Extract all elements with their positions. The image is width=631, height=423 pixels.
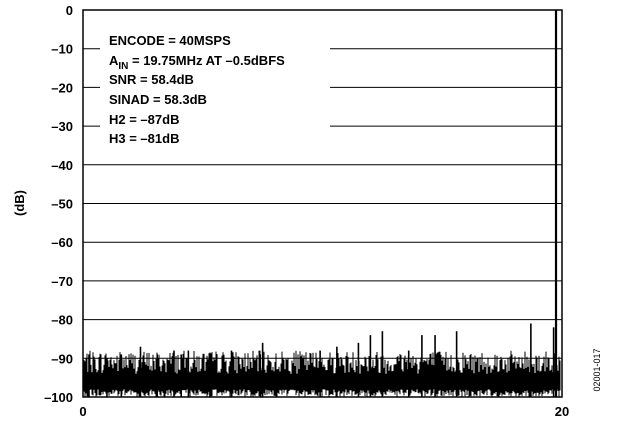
annotation-snr: SNR = 58.4dB — [109, 72, 194, 87]
spur-peaks-series — [88, 10, 558, 397]
y-tick-label: –70 — [51, 274, 73, 289]
x-tick-labels: 0 20 — [79, 404, 569, 419]
annotation-sinad: SINAD = 58.3dB — [109, 92, 207, 107]
annotation-box: ENCODE = 40MSPS AIN = 19.75MHz AT –0.5dB… — [109, 33, 285, 146]
y-tick-label: –10 — [51, 42, 73, 57]
y-tick-label: –20 — [51, 80, 73, 95]
y-tick-label: –60 — [51, 235, 73, 250]
noise-floor-series — [83, 350, 561, 397]
annotation-h2: H2 = –87dB — [109, 112, 179, 127]
y-tick-label: –40 — [51, 158, 73, 173]
x-tick-label: 0 — [79, 404, 86, 419]
y-tick-label: –30 — [51, 119, 73, 134]
figure-id: 02001-017 — [592, 348, 602, 391]
plot-frame — [82, 9, 563, 398]
y-tick-labels: 0 –10 –20 –30 –40 –50 –60 –70 –80 –90 –100 — [44, 3, 73, 405]
y-tick-label: –90 — [51, 351, 73, 366]
y-tick-label: –50 — [51, 197, 73, 212]
y-tick-label: 0 — [66, 3, 73, 18]
annotation-ain: AIN = 19.75MHz AT –0.5dBFS — [109, 53, 285, 72]
y-tick-label: –100 — [44, 390, 73, 405]
x-tick-label: 20 — [555, 404, 569, 419]
gridlines — [83, 48, 562, 359]
y-tick-label: –80 — [51, 313, 73, 328]
annotation-h3: H3 = –81dB — [109, 131, 179, 146]
annotation-encode: ENCODE = 40MSPS — [109, 33, 231, 48]
y-axis-label: (dB) — [12, 190, 27, 216]
noise-floor-trace — [83, 350, 561, 397]
